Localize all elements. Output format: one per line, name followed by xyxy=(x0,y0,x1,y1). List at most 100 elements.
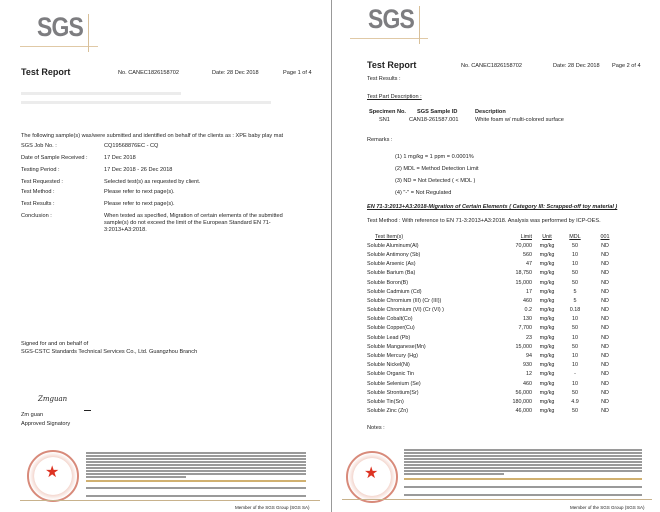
cell-test-item: Soluble Copper(Cu) xyxy=(367,325,415,332)
table-row: Soluble Copper(Cu) 7,700 mg/kg 50 ND xyxy=(367,324,622,333)
cell-result: ND xyxy=(601,279,609,286)
field-label: Date of Sample Received : xyxy=(21,155,88,161)
cell-mdl: 10 xyxy=(572,353,578,360)
report-number: No. CANEC1826158702 xyxy=(118,70,179,76)
field-label: Test Results : xyxy=(21,201,55,207)
col-limit: Limit xyxy=(520,233,532,240)
cell-test-item: Soluble Chromium (VI) (Cr (VI) ) xyxy=(367,307,444,314)
company-seal: ★ xyxy=(27,450,79,502)
cell-unit: mg/kg xyxy=(539,408,555,415)
sample-id: CAN18-261587.001 xyxy=(409,117,459,123)
cell-result: ND xyxy=(601,261,609,268)
cell-unit: mg/kg xyxy=(539,353,555,360)
cell-test-item: Soluble Aluminum(Al) xyxy=(367,242,419,249)
table-row: Soluble Mercury (Hg) 94 mg/kg 10 ND xyxy=(367,351,622,360)
field-label: Conclusion : xyxy=(21,213,52,219)
cell-result: ND xyxy=(601,316,609,323)
field-value: 17 Dec 2018 xyxy=(104,155,136,161)
cell-mdl: 10 xyxy=(572,316,578,323)
results-table: Test Item(s) Limit Unit MDL 001 Soluble … xyxy=(367,232,622,416)
member-text: Member of the SGS Group (SGS SA) xyxy=(570,505,645,510)
cell-result: ND xyxy=(601,408,609,415)
divider xyxy=(84,410,91,411)
cell-result: ND xyxy=(601,270,609,277)
col-unit: Unit xyxy=(542,233,552,240)
cell-result: ND xyxy=(601,307,609,314)
cell-unit: mg/kg xyxy=(539,251,555,258)
signatory-title: Approved Signatory xyxy=(21,421,71,427)
cell-mdl: 50 xyxy=(572,343,578,350)
sample-description: White foam w/ multi-colored surface xyxy=(475,117,564,123)
table-row: Soluble Cobalt(Co) 130 mg/kg 10 ND xyxy=(367,315,622,324)
cell-limit: 180,000 xyxy=(512,398,533,405)
cell-unit: mg/kg xyxy=(539,371,555,378)
field-value: Please refer to next page(s). xyxy=(104,201,175,207)
cell-limit: 130 xyxy=(523,316,532,323)
company-seal: ★ xyxy=(346,451,398,503)
table-row: Soluble Tin(Sn) 180,000 mg/kg 4.9 ND xyxy=(367,397,622,406)
cell-test-item: Soluble Tin(Sn) xyxy=(367,398,404,405)
remark: (4) "-" = Not Regulated xyxy=(395,190,452,196)
report-page-1: SGS Test Report No. CANEC1826158702 Date… xyxy=(0,0,329,512)
field-value: Please refer to next page(s). xyxy=(104,189,175,195)
cell-mdl: 10 xyxy=(572,334,578,341)
cell-mdl: 10 xyxy=(572,261,578,268)
table-row: Soluble Aluminum(Al) 70,000 mg/kg 50 ND xyxy=(367,241,622,250)
remark: (2) MDL = Method Detection Limit xyxy=(395,166,479,172)
cell-limit: 56,000 xyxy=(515,389,533,396)
cell-unit: mg/kg xyxy=(539,307,555,314)
cell-unit: mg/kg xyxy=(539,380,555,387)
cell-mdl: 50 xyxy=(572,325,578,332)
table-row: Soluble Organic Tin 12 mg/kg - ND xyxy=(367,370,622,379)
table-row: Soluble Chromium (III) (Cr (III)) 460 mg/k… xyxy=(367,296,622,305)
signatory-name: Zm guan xyxy=(21,412,44,418)
cell-test-item: Soluble Strontium(Sr) xyxy=(367,389,419,396)
conclusion-text: When tested as specified, Migration of c… xyxy=(104,213,283,233)
test-method: Test Method : With reference to EN 71-3:… xyxy=(367,218,601,224)
cell-mdl: 50 xyxy=(572,270,578,277)
col-result-001: 001 xyxy=(600,233,610,240)
cell-limit: 12 xyxy=(526,371,532,378)
table-header-row: Test Item(s) Limit Unit MDL 001 xyxy=(367,232,622,241)
cell-result: ND xyxy=(601,398,609,405)
cell-mdl: 4.9 xyxy=(571,398,579,405)
logo-rule xyxy=(88,14,89,52)
cell-unit: mg/kg xyxy=(539,334,555,341)
field-value: CQ19568876EC - CQ xyxy=(104,143,159,149)
cell-limit: 18,750 xyxy=(515,270,533,277)
page-title: Test Report xyxy=(367,60,417,70)
cell-limit: 23 xyxy=(526,334,532,341)
signature: Zmguan xyxy=(38,395,68,403)
section-heading: EN 71-3:2013+A3:2018-Migration of Certai… xyxy=(367,204,618,210)
table-row: Soluble Strontium(Sr) 56,000 mg/kg 50 ND xyxy=(367,388,622,397)
field-label: Testing Period : xyxy=(21,167,60,173)
cell-unit: mg/kg xyxy=(539,316,555,323)
notes-label: Notes : xyxy=(367,425,385,431)
cell-unit: mg/kg xyxy=(539,325,555,332)
cell-limit: 0.2 xyxy=(524,307,533,314)
cell-result: ND xyxy=(601,380,609,387)
report-date: Date: 28 Dec 2018 xyxy=(553,63,600,69)
cell-unit: mg/kg xyxy=(539,242,555,249)
report-date: Date: 28 Dec 2018 xyxy=(212,70,259,76)
cell-result: ND xyxy=(601,389,609,396)
cell-mdl: 50 xyxy=(572,242,578,249)
cell-test-item: Soluble Cobalt(Co) xyxy=(367,316,413,323)
field-value: 17 Dec 2018 - 26 Dec 2018 xyxy=(104,167,173,173)
sgs-logo: SGS xyxy=(368,4,415,34)
cell-mdl: 10 xyxy=(572,380,578,387)
member-text: Member of the SGS Group (SGS SA) xyxy=(235,505,310,510)
specimen-header: Specimen No. xyxy=(369,109,406,115)
cell-unit: mg/kg xyxy=(539,362,555,369)
cell-test-item: Soluble Boron(B) xyxy=(367,279,409,286)
star-icon: ★ xyxy=(364,465,379,482)
cell-mdl: 50 xyxy=(572,408,578,415)
logo-rule xyxy=(20,46,98,47)
field-label: Test Requested : xyxy=(21,179,63,185)
table-row: Soluble Manganese(Mn) 15,000 mg/kg 50 ND xyxy=(367,342,622,351)
table-row: Soluble Barium (Ba) 18,750 mg/kg 50 ND xyxy=(367,269,622,278)
report-page-2: SGS Test Report No. CANEC1826158702 Date… xyxy=(331,0,660,512)
table-row: Soluble Nickel(Ni) 930 mg/kg 10 ND xyxy=(367,361,622,370)
logo-rule xyxy=(419,6,420,44)
signed-line-1: Signed for and on behalf of xyxy=(21,341,89,347)
